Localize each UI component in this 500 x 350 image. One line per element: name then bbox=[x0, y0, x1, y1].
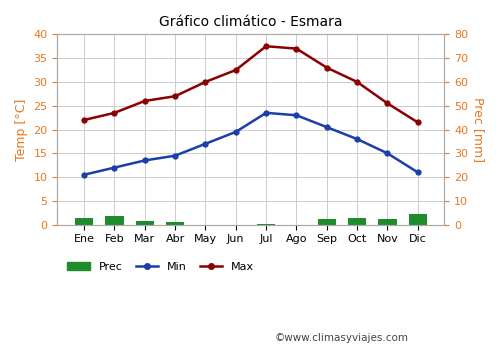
Bar bbox=[136, 221, 154, 225]
Text: ©www.climasyviajes.com: ©www.climasyviajes.com bbox=[275, 333, 409, 343]
Bar bbox=[408, 214, 427, 225]
Bar bbox=[166, 222, 184, 225]
Y-axis label: Temp [°C]: Temp [°C] bbox=[15, 98, 28, 161]
Y-axis label: Prec [mm]: Prec [mm] bbox=[472, 97, 485, 162]
Title: Gráfico climático - Esmara: Gráfico climático - Esmara bbox=[159, 15, 342, 29]
Bar bbox=[348, 218, 366, 225]
Bar bbox=[106, 216, 124, 225]
Bar bbox=[378, 219, 396, 225]
Legend: Prec, Min, Max: Prec, Min, Max bbox=[63, 257, 258, 276]
Bar bbox=[75, 218, 93, 225]
Bar bbox=[318, 219, 336, 225]
Bar bbox=[257, 224, 275, 225]
